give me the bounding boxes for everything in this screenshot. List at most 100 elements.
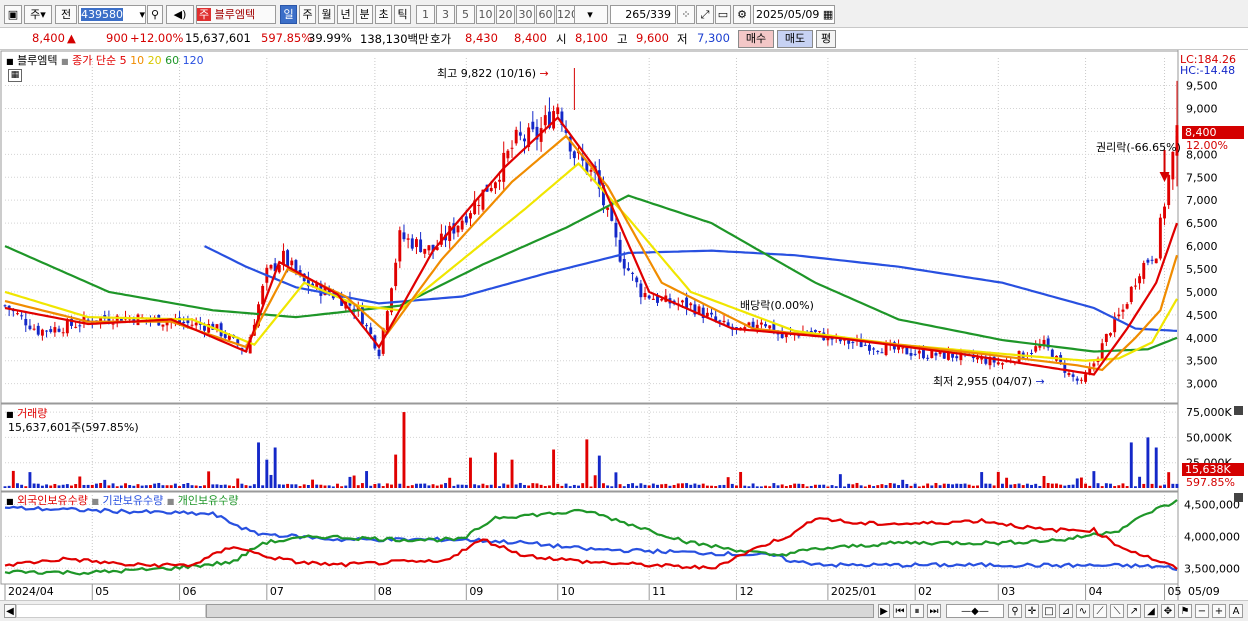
minute-button[interactable]: 10 bbox=[476, 5, 495, 24]
minute-button[interactable]: 3 bbox=[436, 5, 455, 24]
holding-line bbox=[4, 517, 1178, 570]
panel-close-icon[interactable] bbox=[1234, 406, 1243, 415]
volume-bar bbox=[597, 455, 601, 488]
candle bbox=[780, 331, 784, 339]
volume-bar bbox=[227, 485, 231, 488]
minute-button[interactable]: 5 bbox=[456, 5, 475, 24]
period-tab[interactable]: 틱 bbox=[394, 5, 411, 24]
square-icon[interactable]: □ bbox=[1042, 604, 1056, 618]
forward-icon[interactable]: ⏭ bbox=[927, 604, 941, 618]
volume-bar bbox=[523, 484, 526, 488]
minute-button[interactable]: 1 bbox=[416, 5, 435, 24]
gear-icon[interactable]: ⚙ bbox=[733, 5, 751, 24]
count-input[interactable]: 265/339 bbox=[610, 5, 676, 24]
minute-select[interactable]: ▾ bbox=[572, 5, 608, 24]
period-tab[interactable]: 주 bbox=[299, 5, 316, 24]
rewind-icon[interactable]: ⏮ bbox=[893, 604, 907, 618]
candle bbox=[57, 328, 61, 332]
zoom-slider[interactable]: —◆— bbox=[946, 604, 1004, 618]
volume-bar bbox=[888, 482, 892, 488]
period-tab[interactable]: 일 bbox=[280, 5, 297, 24]
candle bbox=[360, 307, 364, 325]
volume-bar bbox=[493, 452, 497, 488]
arrow-icon[interactable]: ↗ bbox=[1127, 604, 1141, 618]
volume-bar bbox=[298, 486, 302, 488]
buy-button[interactable]: 매수 bbox=[738, 30, 774, 48]
chart-svg[interactable]: 2024/04 05 06 07 08 09 10 11 12 2025/01 02 03 04 05 05… bbox=[0, 50, 1248, 621]
search-zoom-icon[interactable]: ⚲ bbox=[1008, 604, 1022, 618]
period-tab[interactable]: 초 bbox=[375, 5, 392, 24]
volume-bar bbox=[897, 485, 900, 488]
candle bbox=[435, 247, 439, 250]
candle bbox=[926, 357, 930, 359]
date-input[interactable]: 2025/05/09 ▦ bbox=[753, 5, 835, 24]
move-icon[interactable]: ✥ bbox=[1161, 604, 1175, 618]
minute-button[interactable]: 30 bbox=[516, 5, 535, 24]
market-select[interactable]: 주▾ bbox=[24, 5, 52, 24]
expand-icon[interactable]: ⤢ bbox=[696, 5, 714, 24]
grid-icon[interactable]: ⁘ bbox=[677, 5, 695, 24]
window-icon[interactable]: ▣ bbox=[4, 5, 22, 24]
code-input[interactable]: 439580 ▾ bbox=[78, 5, 146, 24]
candle bbox=[697, 306, 701, 314]
volume-bar bbox=[996, 471, 1000, 488]
volume-bar bbox=[1113, 486, 1117, 488]
volume-bar bbox=[219, 484, 223, 488]
candle bbox=[930, 350, 934, 359]
candle bbox=[28, 325, 32, 330]
scrollbar-track[interactable] bbox=[16, 604, 206, 618]
sell-button[interactable]: 매도 bbox=[777, 30, 813, 48]
bid-value: 8,400 bbox=[514, 31, 547, 45]
volume-bar bbox=[976, 485, 979, 488]
minute-button[interactable]: 20 bbox=[496, 5, 515, 24]
candle bbox=[685, 297, 689, 308]
volume-bar bbox=[518, 482, 522, 488]
trend2-icon[interactable]: ⟍ bbox=[1110, 604, 1124, 618]
price-tick-label: 4,500 bbox=[1186, 309, 1218, 322]
table-icon[interactable]: ▦ bbox=[8, 69, 22, 82]
period-tab[interactable]: 월 bbox=[318, 5, 335, 24]
save-icon[interactable]: ▭ bbox=[715, 5, 731, 24]
trend-icon[interactable]: ⟋ bbox=[1093, 604, 1107, 618]
prev-toggle[interactable]: 전 bbox=[55, 5, 77, 24]
volume-bar bbox=[273, 447, 277, 488]
wave-icon[interactable]: ∿ bbox=[1076, 604, 1090, 618]
candle bbox=[955, 356, 959, 359]
minus-icon[interactable]: − bbox=[1195, 604, 1209, 618]
period-tab[interactable]: 분 bbox=[356, 5, 373, 24]
plus-icon[interactable]: + bbox=[1212, 604, 1226, 618]
panel-close-icon[interactable] bbox=[1234, 493, 1243, 502]
volume-bar bbox=[402, 412, 406, 488]
search-icon[interactable]: ⚲ bbox=[147, 5, 163, 24]
volume-bar bbox=[926, 483, 930, 488]
scrollbar-thumb[interactable] bbox=[206, 604, 874, 618]
scroll-right-icon[interactable]: ▶ bbox=[878, 604, 890, 618]
marker-icon[interactable]: ◢ bbox=[1144, 604, 1158, 618]
volume-bar bbox=[793, 483, 797, 488]
scroll-left-icon[interactable]: ◀ bbox=[4, 604, 16, 618]
stock-name-box[interactable]: 주 블루엠텍 bbox=[196, 5, 276, 24]
volume-bar bbox=[880, 484, 884, 488]
candle bbox=[922, 349, 925, 359]
volume-bar bbox=[510, 459, 514, 488]
volume-bar bbox=[406, 485, 410, 488]
volume-bar bbox=[290, 484, 294, 488]
volume-bar bbox=[28, 472, 32, 488]
candle bbox=[759, 322, 763, 325]
text-tool-icon[interactable]: A bbox=[1229, 604, 1243, 618]
chart-area[interactable]: 2024/04 05 06 07 08 09 10 11 12 2025/01 02 03 04 05 05… bbox=[0, 50, 1248, 621]
volume-bar bbox=[685, 483, 689, 488]
volume-bar bbox=[1059, 484, 1063, 488]
pin-icon[interactable]: ⊿ bbox=[1059, 604, 1073, 618]
flag-icon[interactable]: ⚑ bbox=[1178, 604, 1192, 618]
eval-button[interactable]: 평 bbox=[816, 30, 836, 48]
candle bbox=[884, 344, 888, 356]
crosshair-icon[interactable]: ✛ bbox=[1025, 604, 1039, 618]
pause-icon[interactable]: ⏸ bbox=[910, 604, 924, 618]
speaker-icon[interactable]: ◀) bbox=[166, 5, 194, 24]
candle bbox=[423, 248, 427, 254]
volume-bar bbox=[963, 483, 967, 488]
minute-button[interactable]: 120 bbox=[556, 5, 575, 24]
period-tab[interactable]: 년 bbox=[337, 5, 354, 24]
minute-button[interactable]: 60 bbox=[536, 5, 555, 24]
